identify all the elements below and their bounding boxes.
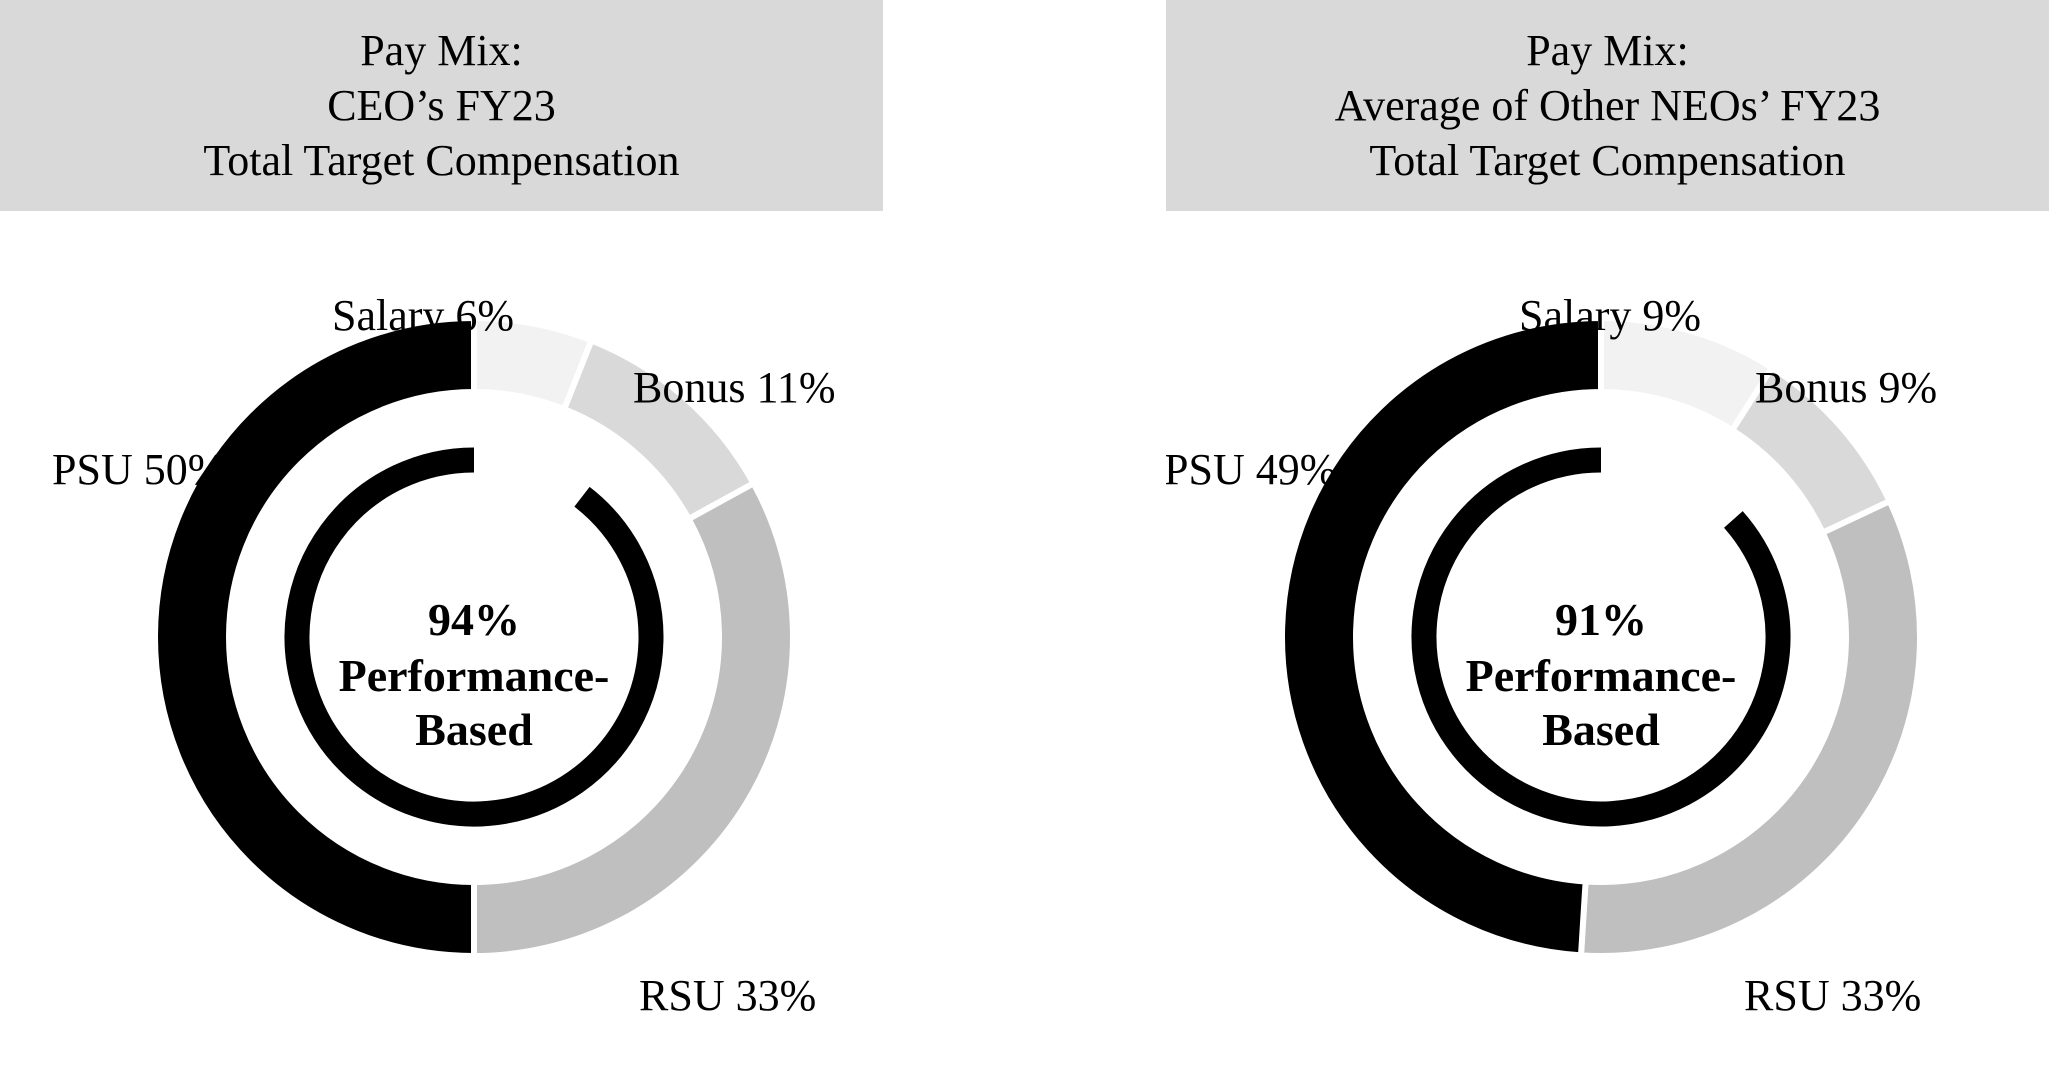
center-line: Based	[415, 704, 533, 755]
slice-label: RSU 33%	[1744, 971, 1921, 1020]
title-line: Total Target Compensation	[1369, 136, 1846, 185]
center-line: Performance-	[1466, 650, 1737, 701]
center-percent: 91%	[1555, 594, 1647, 645]
ceo-pay-mix-panel: Pay Mix: CEO’s FY23 Total Target Compens…	[0, 0, 883, 1065]
slice-label: Bonus 9%	[1755, 363, 1937, 412]
ceo-chart-title: Pay Mix: CEO’s FY23 Total Target Compens…	[0, 0, 883, 211]
title-line: CEO’s FY23	[327, 81, 556, 130]
slice-label: Salary 6%	[332, 291, 514, 340]
performance-based-ring	[1411, 447, 1791, 827]
ceo-donut-chart: Salary 6% Bonus 11% RSU 33% PSU 50% 94% …	[52, 291, 836, 1020]
donut-slice-psu	[1279, 314, 1604, 959]
title-line: Pay Mix:	[360, 26, 523, 75]
donut-slice-rsu	[471, 479, 796, 960]
slice-label: Salary 9%	[1519, 291, 1701, 340]
center-line: Based	[1542, 704, 1660, 755]
performance-based-ring	[284, 447, 664, 827]
donut-slice-psu	[152, 314, 477, 960]
neo-donut-chart: Salary 9% Bonus 9% RSU 33% PSU 49% 91% P…	[1166, 291, 1937, 1020]
slice-label: RSU 33%	[639, 971, 816, 1020]
donut-slice-rsu	[1577, 497, 1923, 959]
title-line: Total Target Compensation	[203, 136, 680, 185]
slice-label: PSU 50%	[52, 445, 224, 494]
neo-pay-mix-panel: Pay Mix: Average of Other NEOs’ FY23 Tot…	[1166, 0, 2049, 1065]
neo-chart-title: Pay Mix: Average of Other NEOs’ FY23 Tot…	[1166, 0, 2049, 211]
center-percent: 94%	[428, 594, 520, 645]
slice-label: PSU 49%	[1166, 445, 1336, 494]
title-line: Pay Mix:	[1526, 26, 1689, 75]
title-line: Average of Other NEOs’ FY23	[1334, 81, 1881, 130]
slice-label: Bonus 11%	[633, 363, 836, 412]
center-line: Performance-	[339, 650, 610, 701]
